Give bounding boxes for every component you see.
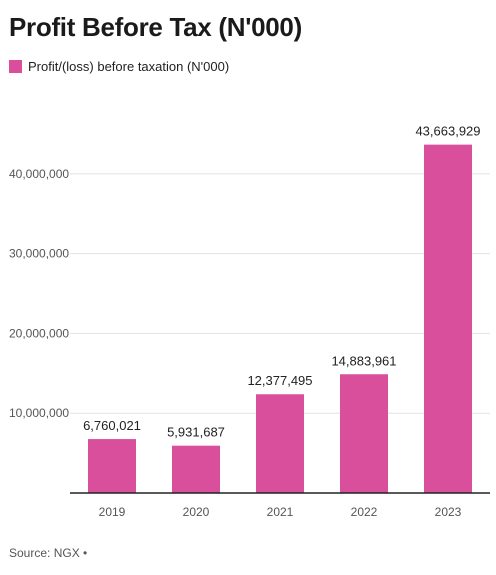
y-tick-label: 20,000,000 [9, 326, 69, 340]
x-tick-label: 2023 [435, 505, 462, 519]
bar [88, 439, 136, 493]
y-tick-label: 40,000,000 [9, 167, 69, 181]
legend: Profit/(loss) before taxation (N'000) [9, 59, 229, 74]
data-label: 5,931,687 [167, 425, 225, 440]
y-tick-label: 30,000,000 [9, 247, 69, 261]
legend-label: Profit/(loss) before taxation (N'000) [28, 59, 230, 74]
y-tick-label: 10,000,000 [9, 406, 69, 420]
x-tick-label: 2022 [351, 505, 378, 519]
legend-swatch [9, 60, 22, 73]
bar [424, 144, 472, 493]
data-label: 14,883,961 [331, 353, 396, 368]
bar [256, 394, 304, 493]
source-note: Source: NGX • [9, 546, 88, 560]
bar [172, 445, 220, 493]
x-tick-label: 2019 [99, 505, 126, 519]
x-tick-label: 2021 [267, 505, 294, 519]
x-tick-label: 2020 [183, 505, 210, 519]
data-label: 6,760,021 [83, 418, 141, 433]
data-label: 43,663,929 [415, 124, 480, 139]
data-label: 12,377,495 [247, 373, 312, 388]
chart-title: Profit Before Tax (N'000) [9, 12, 302, 42]
bar [340, 374, 388, 493]
